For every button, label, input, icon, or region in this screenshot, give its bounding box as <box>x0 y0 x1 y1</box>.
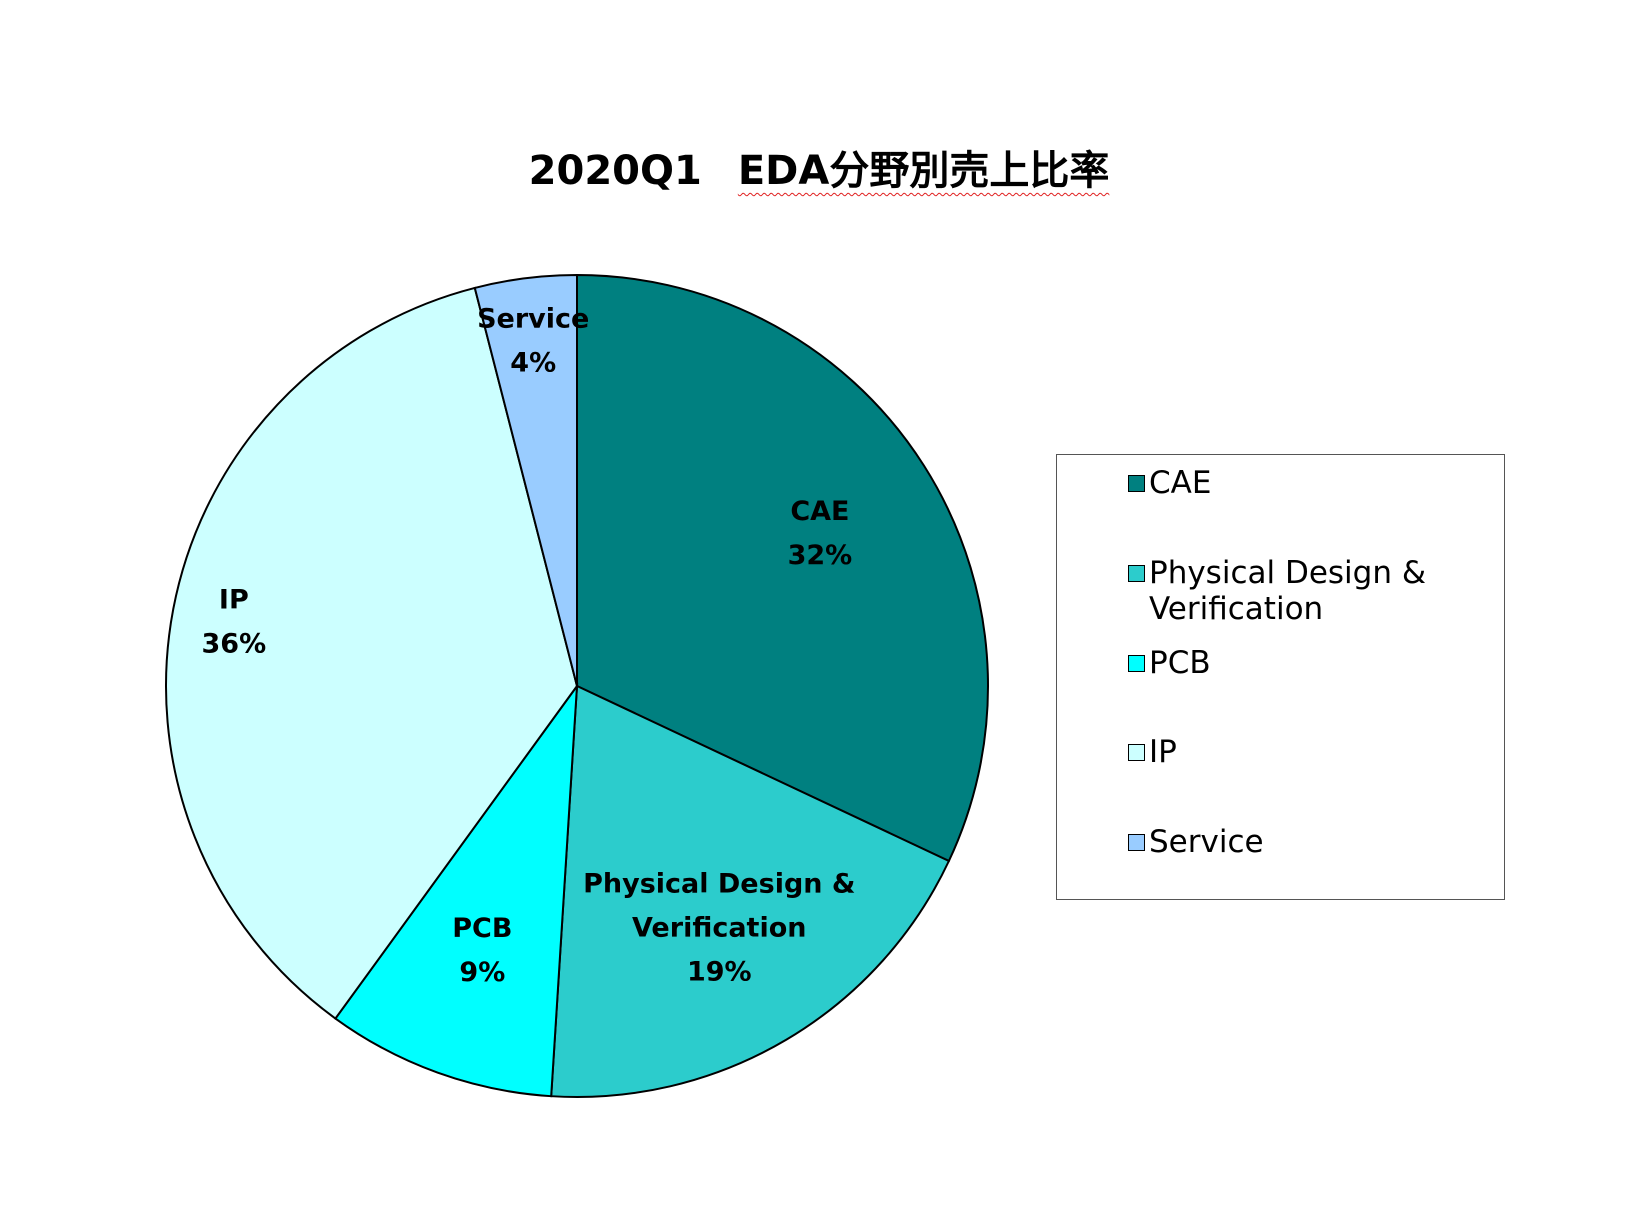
pie-label-pcb-line-0: PCB <box>452 913 512 944</box>
legend-swatch-cae <box>1128 475 1145 492</box>
pie-slices <box>165 273 989 1098</box>
chart-title-year: 2020Q1 <box>528 148 702 194</box>
pie-label-physical-design-line-2: 19% <box>687 957 752 988</box>
pie-label-physical-design-line-1: Verification <box>632 913 806 944</box>
pie-slice-service <box>473 273 578 687</box>
pie-slice-physical-design <box>550 684 951 1098</box>
pie-label-physical-design-line-0: Physical Design & <box>583 869 855 900</box>
chart-title: 2020Q1 EDA分野別売上比率 <box>0 138 1638 196</box>
legend: CAE Physical Design & Verification PCB I… <box>1056 454 1505 900</box>
pie-labels: CAE 32% Physical Design & Verification 19% PC… <box>202 303 856 988</box>
pie-slice-pcb <box>334 682 579 1098</box>
legend-label-service: Service <box>1149 824 1264 860</box>
pie-label-pcb-line-1: 9% <box>459 957 505 988</box>
pie-label-ip: IP 36% <box>202 585 267 660</box>
pie-label-cae: CAE 32% <box>788 496 853 571</box>
pie-slice-ip <box>165 286 579 1020</box>
legend-item-physical-design: Physical Design & Verification <box>1128 555 1479 627</box>
legend-label-physical-design: Physical Design & Verification <box>1149 555 1427 627</box>
legend-swatch-physical-design <box>1128 565 1145 582</box>
pie-label-service-line-0: Service <box>477 303 589 334</box>
pie-label-service: Service 4% <box>477 303 589 378</box>
pie-label-pcb: PCB 9% <box>452 913 512 988</box>
legend-label-pcb: PCB <box>1149 645 1211 681</box>
legend-item-ip: IP <box>1128 734 1479 770</box>
legend-swatch-ip <box>1128 744 1145 761</box>
legend-item-cae: CAE <box>1128 465 1479 501</box>
legend-label-cae: CAE <box>1149 465 1212 501</box>
legend-item-pcb: PCB <box>1128 645 1479 681</box>
legend-label-ip: IP <box>1149 734 1177 770</box>
pie-label-ip-line-0: IP <box>219 585 249 616</box>
legend-swatch-service <box>1128 834 1145 851</box>
pie-label-ip-line-1: 36% <box>202 629 267 660</box>
pie-label-service-line-1: 4% <box>510 347 556 378</box>
pie-slice-cae <box>576 273 989 863</box>
chart-title-main: EDA分野別売上比率 <box>737 148 1110 194</box>
legend-swatch-pcb <box>1128 655 1145 672</box>
legend-item-service: Service <box>1128 824 1479 860</box>
pie-label-cae-line-0: CAE <box>790 496 849 527</box>
pie-label-cae-line-1: 32% <box>788 540 853 571</box>
pie-label-physical-design: Physical Design & Verification 19% <box>583 869 855 988</box>
